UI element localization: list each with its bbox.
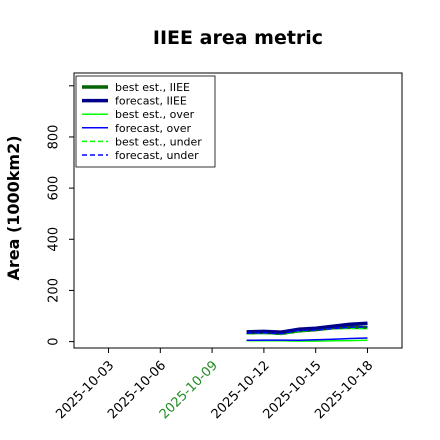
y-axis: 0 200 400 600 800 bbox=[47, 85, 74, 346]
chart-title: IIEE area metric bbox=[153, 27, 323, 49]
x-axis: 2025-10-032025-10-062025-10-092025-10-12… bbox=[53, 348, 376, 422]
legend-label: forecast, IIEE bbox=[115, 95, 187, 108]
y-tick-label: 0 bbox=[47, 337, 62, 345]
y-tick-label: 800 bbox=[47, 125, 62, 150]
legend-label: best est., IIEE bbox=[115, 81, 190, 94]
legend-label: best est., under bbox=[115, 135, 202, 148]
legend-box bbox=[75, 75, 216, 168]
plot-area bbox=[73, 72, 403, 349]
series-group bbox=[246, 321, 368, 342]
series-line-2 bbox=[246, 321, 368, 334]
y-axis-label: Area (1000km2) bbox=[4, 135, 23, 280]
series-line-4 bbox=[246, 337, 368, 342]
legend-label: forecast, over bbox=[115, 122, 191, 135]
y-tick-label: 600 bbox=[47, 176, 62, 201]
legend-label: forecast, under bbox=[115, 149, 199, 162]
y-tick-label: 200 bbox=[47, 278, 62, 303]
series-line-6 bbox=[246, 326, 368, 335]
legend-label: best est., over bbox=[115, 108, 195, 121]
y-tick-label: 400 bbox=[47, 227, 62, 252]
